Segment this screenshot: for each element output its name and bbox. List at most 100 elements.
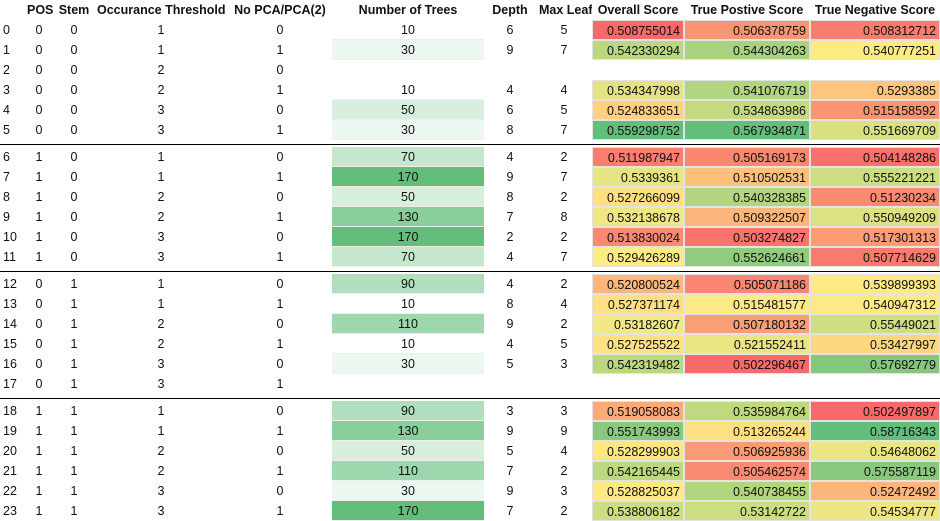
pos-cell[interactable]: 1 [35, 210, 43, 224]
true-negative-score-cell[interactable]: 0.507714629 [810, 247, 940, 267]
max-leaf-nodes-cell[interactable]: 7 [560, 43, 568, 57]
true-positive-score-cell[interactable]: 0.515481577 [684, 294, 810, 314]
pos-cell[interactable]: 0 [35, 43, 43, 57]
pca-cell[interactable]: 0 [276, 150, 284, 164]
pos-cell[interactable]: 1 [35, 170, 43, 184]
number-of-trees-cell[interactable]: 170 [332, 167, 484, 187]
table-row[interactable]: 7 1 0 1 1 170 9 7 0.5339361 0.510502531 0.55522122… [0, 167, 940, 187]
row-index-cell[interactable]: 8 [3, 190, 10, 204]
table-row[interactable]: 14 0 1 2 0 110 9 2 0.53182607 0.507180132 0.554490… [0, 314, 940, 334]
true-positive-score-cell[interactable]: 0.506925936 [684, 441, 810, 461]
occurance-threshold-cell[interactable]: 1 [157, 170, 165, 184]
stem-cell[interactable]: 1 [70, 277, 78, 291]
max-leaf-nodes-cell[interactable]: 3 [560, 484, 568, 498]
overall-score-cell[interactable]: 0.532138678 [592, 207, 684, 227]
true-positive-score-cell[interactable]: 0.534863986 [684, 100, 810, 120]
true-negative-score-cell[interactable]: 0.555221221 [810, 167, 940, 187]
number-of-trees-cell[interactable]: 130 [332, 207, 484, 227]
overall-score-cell[interactable]: 0.53182607 [592, 314, 684, 334]
table-row[interactable]: 22 1 1 3 0 30 9 3 0.528825037 0.540738455 0.524724… [0, 481, 940, 501]
header-overall-score[interactable]: Overall Score [597, 3, 679, 17]
pos-cell[interactable]: 1 [35, 484, 43, 498]
true-positive-score-cell[interactable]: 0.540328385 [684, 187, 810, 207]
depth-cell[interactable] [484, 60, 536, 80]
table-row[interactable]: 13 0 1 1 1 10 8 4 0.527371174 0.515481577 0.540947… [0, 294, 940, 314]
pca-cell[interactable]: 1 [276, 210, 284, 224]
row-index-cell[interactable]: 6 [3, 150, 10, 164]
row-index-cell[interactable]: 11 [3, 250, 16, 264]
max-leaf-nodes-cell[interactable]: 9 [560, 424, 568, 438]
row-index-cell[interactable]: 4 [3, 103, 10, 117]
header-stem[interactable]: Stem [58, 3, 90, 17]
overall-score-cell[interactable]: 0.524833651 [592, 100, 684, 120]
true-positive-score-cell[interactable]: 0.535984764 [684, 401, 810, 421]
number-of-trees-cell[interactable]: 30 [332, 120, 484, 140]
pca-cell[interactable]: 1 [276, 43, 284, 57]
true-positive-score-cell[interactable]: 0.509322507 [684, 207, 810, 227]
number-of-trees-cell[interactable]: 90 [332, 274, 484, 294]
depth-cell[interactable]: 6 [506, 103, 514, 117]
occurance-threshold-cell[interactable]: 3 [157, 377, 165, 391]
depth-cell[interactable]: 9 [506, 43, 514, 57]
pos-cell[interactable]: 0 [35, 357, 43, 371]
row-index-cell[interactable]: 14 [3, 317, 17, 331]
depth-cell[interactable]: 4 [506, 337, 514, 351]
row-index-cell[interactable]: 21 [3, 464, 17, 478]
table-row[interactable]: 11 1 0 3 1 70 4 7 0.529426289 0.552624661 0.507714… [0, 247, 940, 267]
pca-cell[interactable]: 0 [276, 277, 284, 291]
occurance-threshold-cell[interactable]: 1 [157, 150, 165, 164]
depth-cell[interactable]: 3 [506, 404, 514, 418]
occurance-threshold-cell[interactable]: 2 [157, 210, 165, 224]
row-index-cell[interactable]: 7 [3, 170, 10, 184]
true-positive-score-cell[interactable]: 0.506378759 [684, 20, 810, 40]
max-leaf-nodes-cell[interactable]: 2 [560, 230, 568, 244]
true-positive-score-cell[interactable]: 0.507180132 [684, 314, 810, 334]
stem-cell[interactable]: 0 [70, 150, 78, 164]
number-of-trees-cell[interactable]: 30 [332, 40, 484, 60]
overall-score-cell[interactable]: 0.534347998 [592, 80, 684, 100]
pos-cell[interactable]: 1 [35, 250, 43, 264]
row-index-cell[interactable]: 12 [3, 277, 17, 291]
stem-cell[interactable]: 0 [70, 250, 78, 264]
row-index-cell[interactable]: 5 [3, 123, 10, 137]
pos-cell[interactable]: 0 [35, 103, 43, 117]
true-negative-score-cell[interactable]: 0.551669709 [810, 120, 940, 140]
depth-cell[interactable]: 9 [506, 484, 514, 498]
stem-cell[interactable]: 1 [70, 504, 78, 518]
pos-cell[interactable]: 0 [35, 123, 43, 137]
row-index-cell[interactable]: 1 [3, 43, 10, 57]
overall-score-cell[interactable]: 0.528825037 [592, 481, 684, 501]
pos-cell[interactable]: 1 [35, 404, 43, 418]
pca-cell[interactable]: 0 [276, 404, 284, 418]
pca-cell[interactable]: 0 [276, 63, 284, 77]
table-row[interactable]: 6 1 0 1 0 70 4 2 0.511987947 0.505169173 0.5041482… [0, 147, 940, 167]
header-depth[interactable]: Depth [492, 3, 528, 17]
row-index-cell[interactable]: 17 [3, 377, 17, 391]
overall-score-cell[interactable]: 0.5339361 [592, 167, 684, 187]
true-positive-score-cell[interactable]: 0.513265244 [684, 421, 810, 441]
number-of-trees-cell[interactable]: 70 [332, 247, 484, 267]
pos-cell[interactable]: 0 [35, 277, 43, 291]
occurance-threshold-cell[interactable]: 1 [157, 277, 165, 291]
row-index-cell[interactable]: 18 [3, 404, 17, 418]
pos-cell[interactable]: 0 [35, 63, 43, 77]
pca-cell[interactable]: 0 [276, 317, 284, 331]
stem-cell[interactable]: 1 [70, 424, 78, 438]
number-of-trees-cell[interactable]: 130 [332, 421, 484, 441]
true-negative-score-cell[interactable]: 0.575587119 [810, 461, 940, 481]
max-leaf-nodes-cell[interactable]: 4 [560, 444, 568, 458]
stem-cell[interactable]: 0 [70, 103, 78, 117]
true-negative-score-cell[interactable]: 0.502497897 [810, 401, 940, 421]
depth-cell[interactable]: 9 [506, 170, 514, 184]
overall-score-cell[interactable]: 0.551743993 [592, 421, 684, 441]
max-leaf-nodes-cell[interactable]: 8 [560, 210, 568, 224]
true-negative-score-cell[interactable]: 0.55449021 [810, 314, 940, 334]
number-of-trees-cell[interactable]: 50 [332, 441, 484, 461]
table-row[interactable]: 18 1 1 1 0 90 3 3 0.519058083 0.535984764 0.502497… [0, 401, 940, 421]
max-leaf-nodes-cell[interactable]: 5 [560, 23, 568, 37]
overall-score-cell[interactable]: 0.542319482 [592, 354, 684, 374]
table-row[interactable]: 4 0 0 3 0 50 6 5 0.524833651 0.534863986 0.5151585… [0, 100, 940, 120]
occurance-threshold-cell[interactable]: 3 [157, 484, 165, 498]
max-leaf-nodes-cell[interactable]: 2 [560, 504, 568, 518]
true-positive-score-cell[interactable]: 0.502296467 [684, 354, 810, 374]
